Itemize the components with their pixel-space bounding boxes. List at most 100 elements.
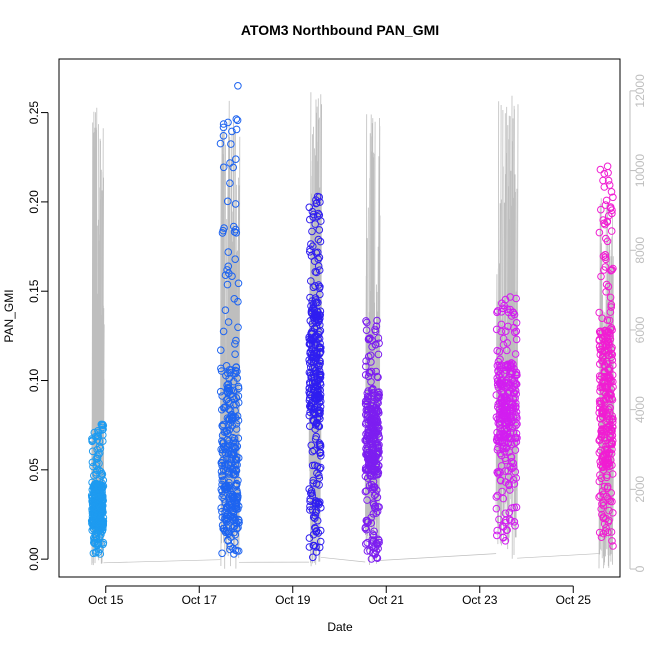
series-3-points xyxy=(305,192,325,562)
data-point xyxy=(605,416,614,424)
data-point xyxy=(606,308,615,316)
data-point xyxy=(316,237,325,246)
data-point xyxy=(310,541,319,550)
data-point xyxy=(222,515,231,524)
data-point xyxy=(598,500,606,508)
data-point xyxy=(595,528,604,537)
data-point xyxy=(372,417,381,425)
data-point xyxy=(498,408,507,417)
data-point xyxy=(218,437,226,445)
data-point xyxy=(512,327,521,336)
data-point xyxy=(374,350,383,359)
data-point xyxy=(493,491,502,500)
data-point xyxy=(501,418,510,427)
data-point xyxy=(306,340,315,349)
data-point xyxy=(607,489,616,497)
data-point xyxy=(96,502,105,511)
data-point xyxy=(597,533,606,542)
data-point xyxy=(369,510,378,518)
data-point xyxy=(364,387,373,395)
data-point xyxy=(95,525,104,534)
data-point xyxy=(219,123,228,132)
data-point xyxy=(511,468,520,476)
data-point xyxy=(308,491,317,500)
data-point xyxy=(312,497,320,505)
data-point xyxy=(604,282,613,291)
data-point xyxy=(98,423,107,432)
data-point xyxy=(216,139,225,148)
data-point xyxy=(311,435,320,443)
data-point xyxy=(601,251,610,259)
series-4-points xyxy=(361,316,384,563)
data-point xyxy=(508,410,517,418)
data-point xyxy=(221,271,230,280)
data-point xyxy=(598,510,606,519)
data-point xyxy=(315,226,324,234)
data-point xyxy=(94,548,103,556)
data-point xyxy=(317,452,325,460)
data-point xyxy=(604,169,612,177)
data-point xyxy=(608,209,616,218)
data-point xyxy=(600,361,609,369)
data-point xyxy=(313,212,322,221)
data-point xyxy=(510,518,519,526)
y2-tick-label: 12000 xyxy=(633,74,647,108)
data-point xyxy=(599,216,608,224)
data-point xyxy=(372,509,381,517)
data-point xyxy=(316,498,324,506)
data-point xyxy=(493,307,502,315)
data-point xyxy=(608,497,616,506)
data-point xyxy=(234,434,243,443)
data-point xyxy=(494,357,503,366)
data-point xyxy=(512,335,521,344)
y-tick-label: 0.25 xyxy=(27,101,41,125)
data-point xyxy=(311,309,320,318)
data-point xyxy=(366,471,375,480)
data-point xyxy=(374,544,382,553)
data-point xyxy=(308,227,316,236)
data-point xyxy=(494,437,503,445)
data-point xyxy=(495,371,503,380)
data-point xyxy=(498,437,506,446)
data-point xyxy=(597,205,605,214)
data-point xyxy=(309,513,318,521)
data-point xyxy=(222,523,231,532)
data-point xyxy=(232,229,241,237)
data-point xyxy=(99,437,107,446)
data-point xyxy=(493,468,502,477)
data-point xyxy=(230,470,238,478)
data-point xyxy=(216,387,225,396)
data-point xyxy=(492,493,501,501)
data-point xyxy=(605,450,613,458)
data-point xyxy=(219,120,228,128)
series-2-points xyxy=(216,82,243,558)
data-point xyxy=(311,425,320,433)
data-point xyxy=(371,483,379,491)
data-point xyxy=(228,127,236,136)
data-point xyxy=(225,527,233,536)
data-point xyxy=(501,295,510,304)
data-point xyxy=(493,526,502,535)
data-point xyxy=(225,426,234,434)
data-point xyxy=(310,349,319,358)
data-point xyxy=(601,405,610,414)
data-point xyxy=(307,277,315,285)
data-point xyxy=(494,469,502,478)
data-point xyxy=(306,402,314,411)
data-point xyxy=(305,543,314,551)
data-point xyxy=(99,492,107,500)
data-point xyxy=(499,494,508,503)
data-point xyxy=(373,388,382,397)
data-point xyxy=(608,440,616,449)
data-point xyxy=(512,380,521,389)
x-tick-label: Oct 21 xyxy=(369,593,405,607)
data-point xyxy=(225,384,233,393)
data-point xyxy=(96,550,105,558)
data-point xyxy=(231,516,240,524)
data-point xyxy=(502,432,510,441)
data-point xyxy=(366,369,374,377)
data-point xyxy=(93,494,102,502)
data-point xyxy=(496,369,505,378)
y2-tick-label: 2000 xyxy=(633,476,647,503)
